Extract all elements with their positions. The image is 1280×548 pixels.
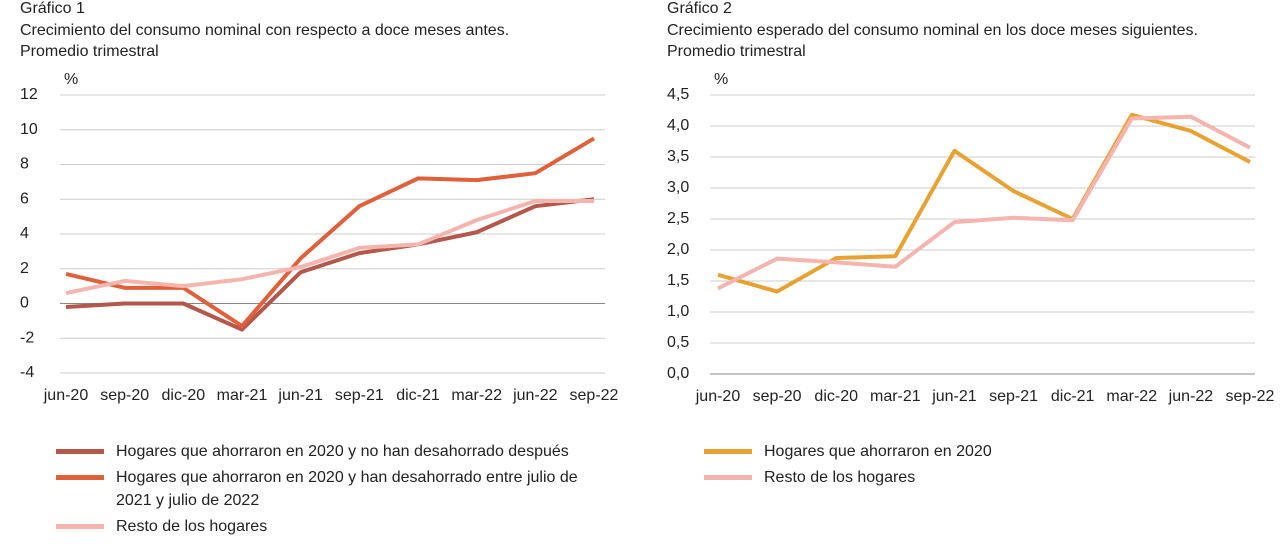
x-tick-label: sep-20 (100, 387, 149, 404)
y-tick-label: 2,0 (667, 241, 689, 258)
legend-swatch (704, 449, 752, 454)
x-tick-label: jun-21 (931, 388, 977, 405)
x-tick-label: jun-20 (43, 387, 89, 404)
x-tick-label: sep-22 (1226, 388, 1275, 405)
x-tick-label: dic-20 (814, 388, 858, 405)
legend-swatch (56, 449, 104, 454)
x-tick-label: dic-21 (1051, 388, 1095, 405)
y-axis-label: % (64, 71, 78, 88)
y-tick-label: 8 (20, 156, 29, 173)
legend-label: Hogares que ahorraron en 2020 y han desa… (116, 469, 578, 509)
x-tick-label: sep-21 (989, 388, 1038, 405)
x-tick-label: jun-22 (512, 387, 558, 404)
legend-item: Hogares que ahorraron en 2020 y han desa… (56, 466, 616, 512)
legend: Hogares que ahorraron en 2020 y no han d… (56, 440, 616, 541)
chart-title: Gráfico 2 (667, 0, 732, 17)
legend-label: Resto de los hogares (764, 469, 916, 486)
y-tick-label: 1,5 (667, 272, 689, 289)
x-tick-label: sep-22 (570, 387, 619, 404)
x-tick-label: dic-20 (162, 387, 206, 404)
series-line (717, 114, 1251, 291)
series-line (717, 112, 1251, 294)
y-tick-label: 3,0 (667, 179, 689, 196)
y-tick-label: 2,5 (667, 210, 689, 227)
x-tick-label: mar-21 (217, 387, 268, 404)
legend-item: Hogares que ahorraron en 2020 (704, 440, 1204, 463)
legend-swatch (704, 475, 752, 480)
x-tick-label: mar-22 (1106, 388, 1157, 405)
x-tick-label: sep-20 (753, 388, 802, 405)
x-tick-label: jun-20 (695, 388, 741, 405)
chart-subtitle: Crecimiento del consumo nominal con resp… (20, 22, 509, 39)
legend-item: Resto de los hogares (704, 466, 1204, 489)
y-tick-label: 4,5 (667, 86, 689, 103)
chart-subtitle: Promedio trimestral (20, 43, 159, 60)
y-tick-label: 0 (20, 295, 29, 312)
y-tick-label: 6 (20, 190, 29, 207)
legend: Hogares que ahorraron en 2020 Resto de lo… (704, 440, 1204, 492)
x-tick-label: sep-21 (335, 387, 384, 404)
y-tick-label: 10 (20, 121, 38, 138)
chart-title: Gráfico 1 (20, 0, 85, 17)
y-tick-label: 0,5 (667, 334, 689, 351)
legend-label: Resto de los hogares (116, 518, 268, 535)
y-tick-label: 4,0 (667, 117, 689, 134)
y-tick-label: 2 (20, 260, 29, 277)
legend-label: Hogares que ahorraron en 2020 y no han d… (116, 443, 569, 460)
series-line (65, 198, 594, 296)
legend-item: Resto de los hogares (56, 515, 616, 538)
legend-item: Hogares que ahorraron en 2020 y no han d… (56, 440, 616, 463)
y-tick-label: 0,0 (667, 365, 689, 382)
legend-label: Hogares que ahorraron en 2020 (764, 443, 992, 460)
legend-swatch (56, 524, 104, 529)
x-tick-label: jun-21 (277, 387, 323, 404)
chart-subtitle: Promedio trimestral (667, 43, 806, 60)
x-tick-label: jun-22 (1168, 388, 1214, 405)
series-line (65, 197, 595, 332)
y-tick-label: 12 (20, 86, 38, 103)
y-tick-label: 3,5 (667, 148, 689, 165)
y-tick-label: 1,0 (667, 303, 689, 320)
series-line (65, 136, 596, 329)
x-tick-label: mar-21 (870, 388, 921, 405)
y-tick-label: 4 (20, 225, 29, 242)
x-tick-label: mar-22 (451, 387, 502, 404)
y-tick-label: -4 (20, 364, 34, 381)
y-axis-label: % (714, 71, 728, 88)
chart-subtitle: Crecimiento esperado del consumo nominal… (667, 22, 1198, 39)
y-tick-label: -2 (20, 329, 34, 346)
legend-swatch (56, 475, 104, 480)
x-tick-label: dic-21 (396, 387, 440, 404)
